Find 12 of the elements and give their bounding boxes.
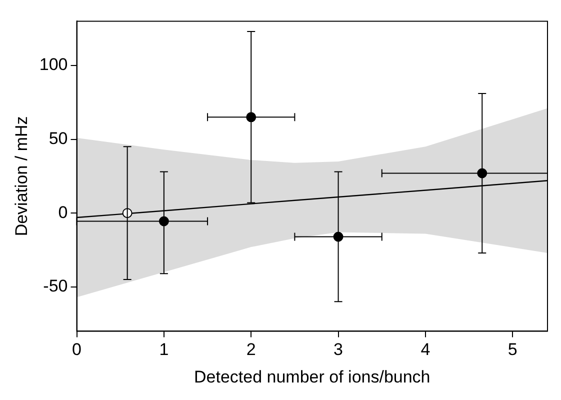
- x-tick-label: 3: [334, 340, 344, 360]
- x-axis-title: Detected number of ions/bunch: [194, 367, 430, 386]
- y-tick-label: 100: [39, 55, 68, 74]
- x-tick-label: 4: [420, 340, 430, 360]
- x-tick-label: 0: [72, 340, 82, 360]
- y-tick-label: -50: [43, 276, 68, 296]
- y-tick-label: 0: [58, 202, 68, 222]
- y-tick-label: 50: [48, 128, 68, 148]
- x-tick-label: 1: [159, 340, 169, 360]
- x-tick-label: 2: [246, 340, 256, 360]
- y-axis-title: Deviation / mHz: [12, 116, 31, 236]
- x-tick-label: 5: [508, 340, 518, 360]
